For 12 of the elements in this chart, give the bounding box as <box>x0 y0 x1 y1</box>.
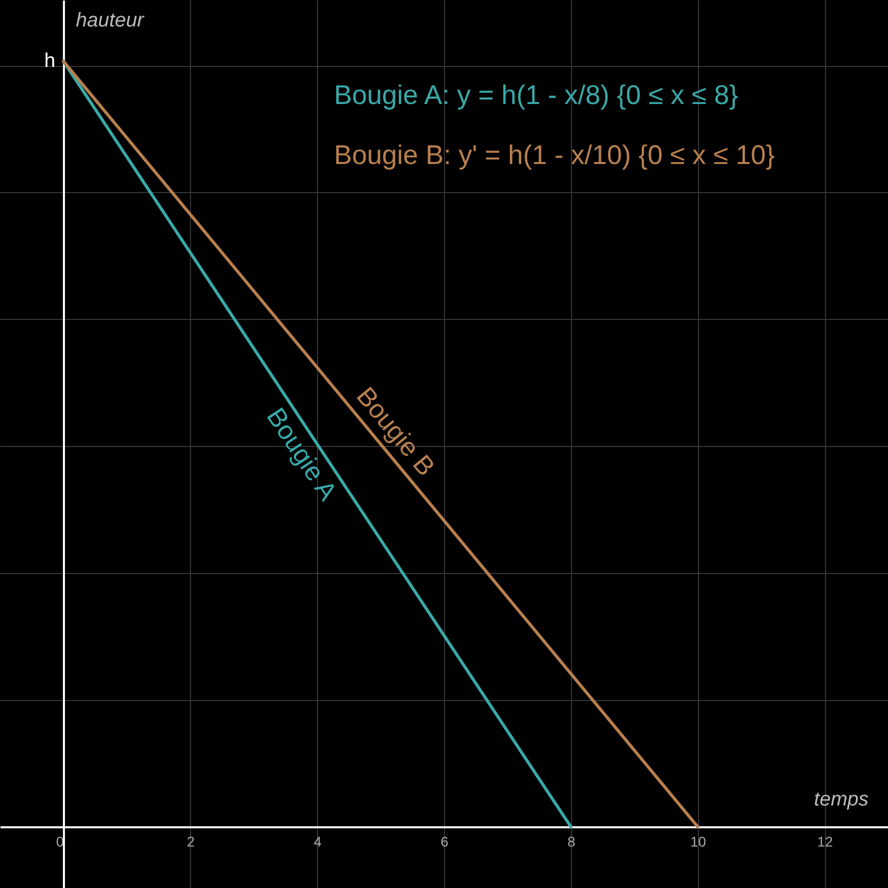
x-tick-label: 10 <box>690 833 706 850</box>
x-tick-label: 0 <box>56 833 64 850</box>
x-tick-label: 2 <box>186 833 195 850</box>
x-tick-label: 12 <box>817 833 834 850</box>
annotation: Bougie B: y' = h(1 - x/10) {0 ≤ x ≤ 10} <box>334 140 775 170</box>
annotation: Bougie A: y = h(1 - x/8) {0 ≤ x ≤ 8} <box>334 80 738 110</box>
x-tick-label: 4 <box>314 833 322 850</box>
annotation: h <box>44 50 56 72</box>
x-tick-label: 8 <box>567 833 576 850</box>
x-tick-label: 6 <box>440 833 449 850</box>
y-axis-title: hauteur <box>76 10 146 32</box>
x-axis-title: temps <box>814 788 868 810</box>
